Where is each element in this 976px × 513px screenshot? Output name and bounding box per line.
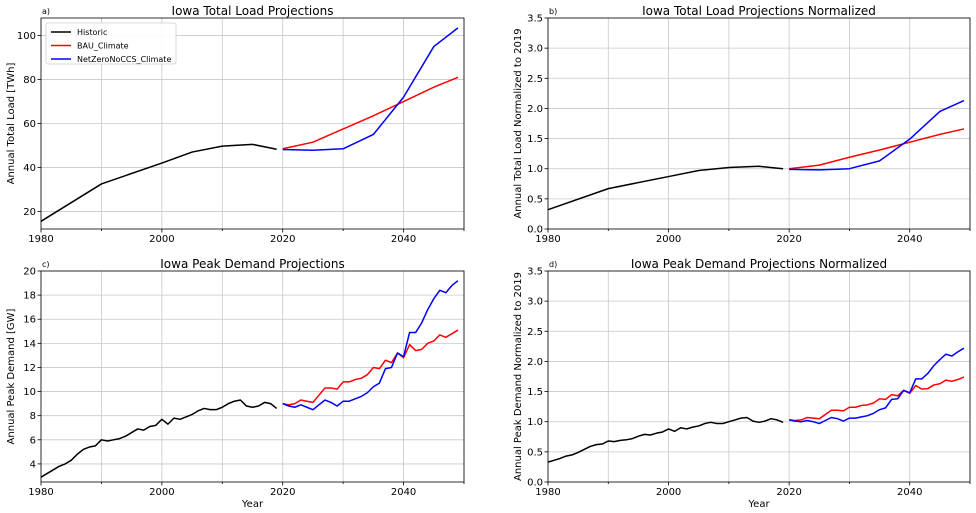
legend-entry: NetZeroNoCCS_Climate <box>77 55 171 64</box>
y-tick-label: 2.0 <box>527 357 543 368</box>
y-tick-label: 6 <box>30 435 36 446</box>
y-tick-label: 1.0 <box>527 417 543 428</box>
y-tick-label: 3.0 <box>527 297 543 308</box>
panel-label: c) <box>42 260 50 269</box>
x-tick-label: 2040 <box>391 234 416 245</box>
series-line-historic <box>547 165 784 211</box>
y-tick-label: 4 <box>30 459 36 470</box>
x-tick-label: 2020 <box>270 234 295 245</box>
y-axis-label: Annual Total Load Normalized to 2019 <box>513 28 524 218</box>
chart-panel-3: 1980 2000 2020 2040 4 6 8 10 12 14 16 18 20 Iowa Peak… <box>6 257 465 510</box>
y-tick-label: 40 <box>23 163 36 174</box>
series-line-bau-climate <box>789 128 965 170</box>
y-tick-label: 2.0 <box>527 104 543 115</box>
x-tick-label: 2000 <box>656 234 681 245</box>
x-tick-label: 2040 <box>897 487 922 498</box>
series-line-historic <box>547 416 784 463</box>
y-tick-label: 0.0 <box>527 225 543 236</box>
y-tick-label: 1.5 <box>527 387 543 398</box>
y-tick-label: 0.5 <box>527 447 543 458</box>
x-tick-label: 2020 <box>776 487 801 498</box>
y-axis-label: Annual Peak Demand [GW] <box>6 308 17 444</box>
series-line-netzeronoccs-climate <box>282 280 459 411</box>
y-tick-label: 100 <box>17 31 36 42</box>
x-axis-label: Year <box>241 499 264 510</box>
series-line-bau-climate <box>789 376 965 422</box>
axes-frame <box>547 270 971 483</box>
y-tick-label: 20 <box>23 267 36 278</box>
x-tick-label: 2020 <box>776 234 801 245</box>
x-tick-label: 2020 <box>270 487 295 498</box>
y-tick-label: 12 <box>23 363 36 374</box>
series-line-netzeronoccs-climate <box>788 347 965 425</box>
y-tick-label: 18 <box>23 291 36 302</box>
series-line-bau-climate <box>282 76 459 150</box>
x-tick-label: 1980 <box>28 487 53 498</box>
x-tick-label: 1980 <box>535 487 560 498</box>
series-line-historic <box>40 399 278 478</box>
y-tick-label: 1.5 <box>527 134 543 145</box>
series-line-historic <box>40 143 277 222</box>
panel-label: d) <box>549 260 557 269</box>
legend-entry: BAU_Climate <box>77 42 129 51</box>
y-tick-label: 2.5 <box>527 74 543 85</box>
axes-frame <box>547 17 971 230</box>
y-tick-label: 1.0 <box>527 164 543 175</box>
y-axis-label: Annual Total Load [TWh] <box>6 63 17 185</box>
y-tick-label: 20 <box>23 207 36 218</box>
chart-panel-2: 1980 2000 2020 2040 0.0 0.5 1.0 1.5 2.0 2.5 3.0 3.5… <box>513 4 971 245</box>
y-tick-label: 16 <box>23 315 36 326</box>
x-tick-label: 2000 <box>149 234 174 245</box>
series-line-bau-climate <box>282 329 459 406</box>
x-tick-label: 2000 <box>656 487 681 498</box>
panel-label: b) <box>549 7 557 16</box>
y-tick-label: 14 <box>23 339 36 350</box>
panel-label: a) <box>42 7 50 16</box>
series-line-netzeronoccs-climate <box>789 99 965 171</box>
y-tick-label: 2.5 <box>527 327 543 338</box>
x-tick-label: 1980 <box>28 234 53 245</box>
x-tick-label: 2000 <box>149 487 174 498</box>
x-axis-label: Year <box>747 499 770 510</box>
y-tick-label: 0.5 <box>527 194 543 205</box>
chart-panel-4: 1980 2000 2020 2040 0.0 0.5 1.0 1.5 2.0 2.5 3.0 3.5… <box>513 257 971 510</box>
y-tick-label: 60 <box>23 119 36 130</box>
chart-title: Iowa Peak Demand Projections <box>160 257 344 271</box>
axes-frame <box>40 270 465 483</box>
legend: Historic BAU_Climate NetZeroNoCCS_Climate <box>45 22 177 65</box>
x-tick-label: 2040 <box>897 234 922 245</box>
x-tick-label: 2040 <box>391 487 416 498</box>
y-axis-label: Annual Peak Demand Normalized to 2019 <box>513 272 524 481</box>
legend-entry: Historic <box>77 28 107 37</box>
chart-title: Iowa Total Load Projections <box>172 4 334 18</box>
y-tick-label: 3.5 <box>527 14 543 25</box>
chart-title: Iowa Total Load Projections Normalized <box>642 4 876 18</box>
y-tick-label: 0.0 <box>527 478 543 489</box>
series-line-netzeronoccs-climate <box>282 27 459 152</box>
y-tick-label: 80 <box>23 75 36 86</box>
y-tick-label: 8 <box>30 411 36 422</box>
chart-title: Iowa Peak Demand Projections Normalized <box>631 257 887 271</box>
y-tick-label: 10 <box>23 387 36 398</box>
x-tick-label: 1980 <box>535 234 560 245</box>
y-tick-label: 3.5 <box>527 267 543 278</box>
y-tick-label: 3.0 <box>527 44 543 55</box>
legend-box <box>45 22 177 65</box>
